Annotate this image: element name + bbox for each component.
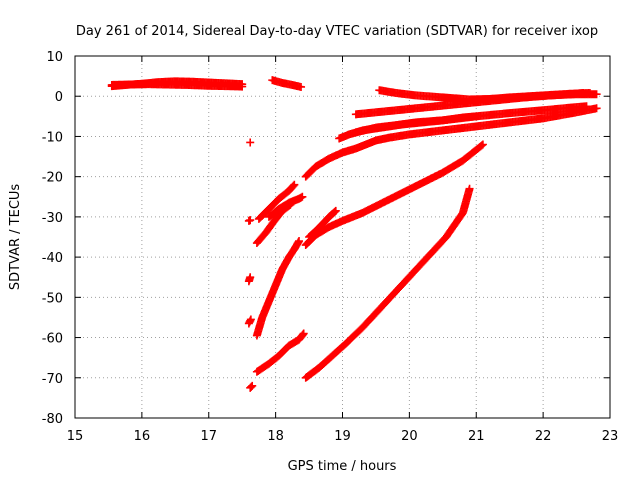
y-tick-label: -60	[42, 332, 63, 347]
data-point	[299, 329, 308, 338]
data-point	[592, 90, 601, 99]
data-point	[246, 216, 255, 225]
data-point	[478, 140, 487, 149]
x-tick-label: 15	[67, 429, 84, 444]
data-point	[331, 206, 340, 215]
data-series-track-m	[252, 329, 308, 376]
data-series-track-c	[268, 76, 306, 91]
data-series-track-b	[107, 80, 247, 91]
x-axis-label: GPS time / hours	[288, 459, 397, 474]
data-point	[246, 315, 255, 324]
data-point	[248, 381, 257, 390]
data-series-track-e	[244, 216, 255, 225]
y-tick-label: -70	[42, 372, 63, 387]
x-tick-label: 23	[602, 429, 619, 444]
x-tick-labels: 15 16 17 18 19 20 21 22 23	[67, 429, 619, 444]
data-point	[465, 184, 474, 193]
data-point	[238, 82, 247, 91]
data-point	[289, 181, 298, 190]
y-tick-label: -10	[42, 130, 63, 145]
y-tick-label: -50	[42, 291, 63, 306]
data-point	[298, 192, 307, 201]
data-series-track-p	[335, 112, 481, 143]
y-tick-label: 0	[55, 90, 63, 105]
data-series-track-i	[244, 273, 255, 286]
data-series-track-k	[252, 237, 304, 340]
data-point	[246, 138, 255, 147]
data-point	[585, 89, 594, 98]
data-point	[472, 112, 481, 121]
x-tick-label: 20	[401, 429, 418, 444]
y-tick-labels: 10 0 -10 -20 -30 -40 -50 -60 -70 -80	[42, 50, 63, 427]
y-tick-label: -20	[42, 171, 63, 186]
data-point	[286, 200, 295, 209]
x-tick-label: 18	[267, 429, 284, 444]
data-series-track-v	[301, 184, 474, 382]
data-series-track-d	[246, 138, 255, 147]
data-series-track-j	[244, 315, 255, 328]
data-point	[297, 82, 306, 91]
x-tick-label: 21	[468, 429, 485, 444]
data-series-track-n	[301, 104, 601, 181]
data-series-track-l	[246, 381, 257, 392]
data-point	[582, 102, 591, 111]
x-tick-label: 16	[134, 429, 151, 444]
data-series-track-h	[252, 200, 295, 248]
y-axis-label: SDTVAR / TECUs	[8, 184, 23, 291]
y-tick-label: -80	[42, 412, 63, 427]
data-points	[107, 76, 601, 392]
plot-frame	[74, 55, 611, 419]
y-tick-label: -30	[42, 211, 63, 226]
chart-title: Day 261 of 2014, Sidereal Day-to-day VTE…	[76, 24, 598, 39]
x-tick-label: 17	[200, 429, 217, 444]
data-point	[330, 207, 339, 216]
data-point	[285, 201, 294, 210]
y-tick-label: 10	[46, 50, 63, 65]
data-series-track-f	[254, 180, 299, 223]
data-series-track-s	[465, 89, 594, 105]
data-series-track-u	[301, 140, 487, 250]
data-point	[247, 382, 256, 391]
data-point	[295, 237, 304, 246]
y-tick-label: -40	[42, 251, 63, 266]
x-tick-label: 22	[535, 429, 552, 444]
data-point	[592, 104, 601, 113]
x-tick-label: 19	[334, 429, 351, 444]
data-point	[477, 141, 486, 150]
data-point	[290, 180, 299, 189]
data-point	[246, 273, 255, 282]
